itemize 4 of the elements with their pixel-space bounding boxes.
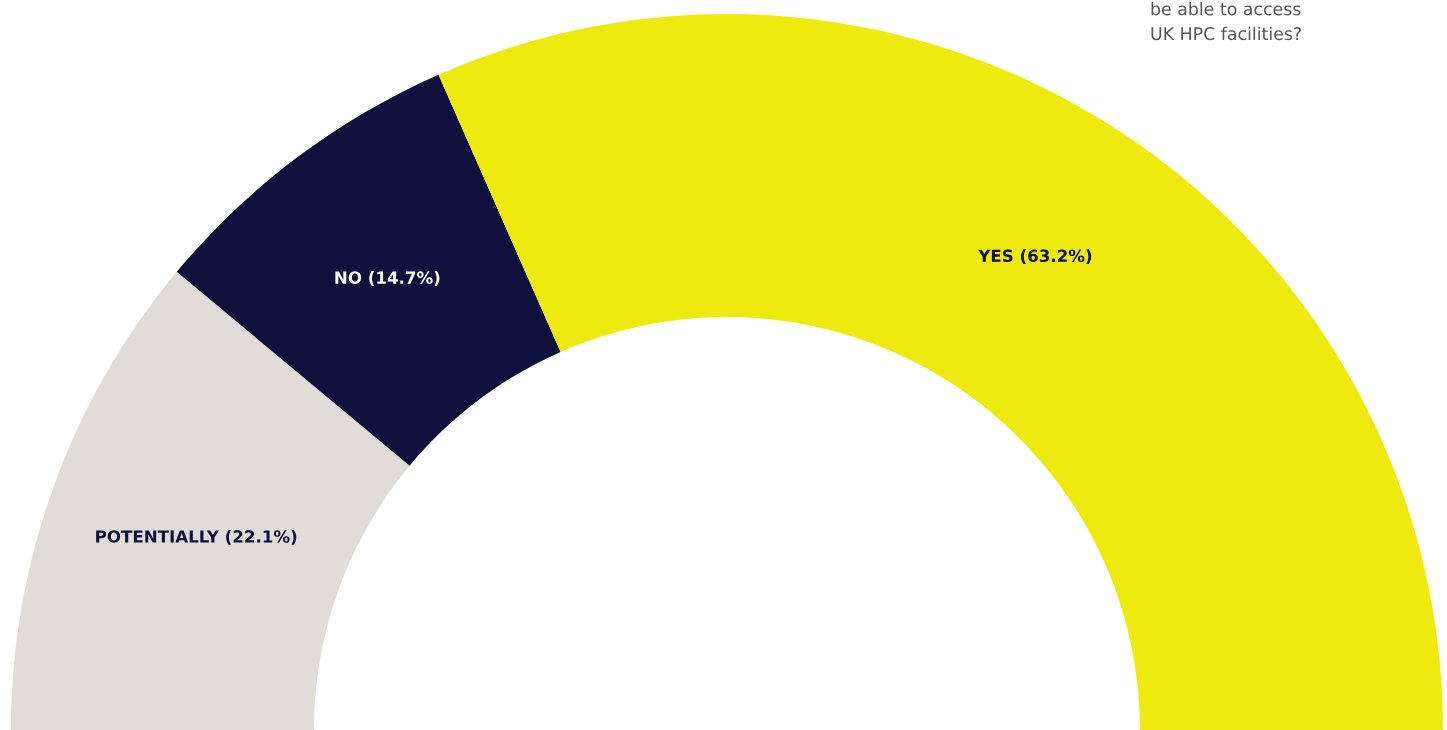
slice-label: POTENTIALLY (22.1%) xyxy=(96,529,297,545)
slice-label: NO (14.7%) xyxy=(335,271,440,286)
slice-label: YES (63.2%) xyxy=(978,249,1092,265)
text: be able to access UK HPC facilities? xyxy=(1151,2,1301,41)
